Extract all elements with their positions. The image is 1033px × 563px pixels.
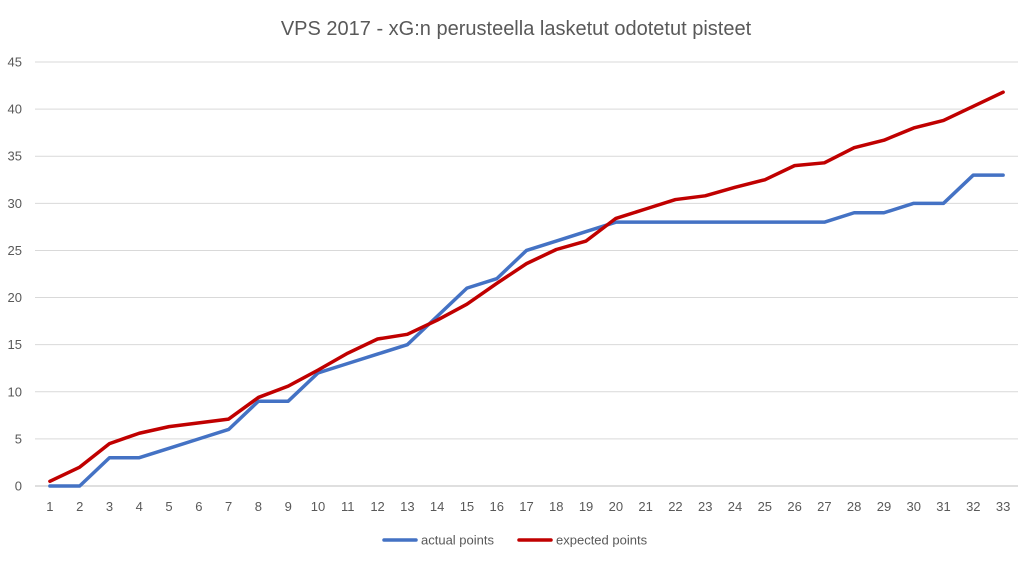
x-tick-label: 14 [430,499,444,514]
x-tick-label: 22 [668,499,682,514]
x-tick-label: 30 [907,499,921,514]
y-tick-label: 45 [8,55,22,70]
x-tick-label: 8 [255,499,262,514]
y-tick-label: 40 [8,102,22,117]
x-tick-label: 24 [728,499,742,514]
x-tick-label: 3 [106,499,113,514]
x-tick-label: 31 [936,499,950,514]
series-line-expected-points [48,90,1005,484]
x-tick-label: 28 [847,499,861,514]
y-tick-label: 25 [8,243,22,258]
x-tick-label: 13 [400,499,414,514]
series-lines [48,90,1005,488]
x-axis-ticks: 1 2 3 4 5 6 7 8 9 10 11 12 13 14 15 16 17 18 19 20 21 22 23 24 2… [46,499,1010,514]
x-tick-label: 6 [195,499,202,514]
chart-title: VPS 2017 - xG:n perusteella lasketut odo… [281,18,752,40]
x-tick-label: 9 [285,499,292,514]
x-tick-label: 27 [817,499,831,514]
x-tick-label: 16 [489,499,503,514]
legend-label: actual points [421,533,494,548]
gridlines [35,61,1018,487]
x-tick-label: 10 [311,499,325,514]
x-tick-label: 29 [877,499,891,514]
x-tick-label: 12 [370,499,384,514]
y-axis-ticks: 0 5 10 15 20 25 30 35 40 45 [8,55,22,494]
x-tick-label: 18 [549,499,563,514]
x-tick-label: 26 [787,499,801,514]
x-tick-label: 2 [76,499,83,514]
x-tick-label: 20 [609,499,623,514]
y-tick-label: 15 [8,337,22,352]
x-tick-label: 15 [460,499,474,514]
x-tick-label: 32 [966,499,980,514]
x-tick-label: 25 [758,499,772,514]
y-tick-label: 10 [8,384,22,399]
legend: actual points expected points [382,533,648,548]
y-tick-label: 0 [15,479,22,494]
x-tick-label: 23 [698,499,712,514]
x-tick-label: 11 [341,499,355,514]
legend-label: expected points [556,533,648,548]
y-tick-label: 30 [8,196,22,211]
y-tick-label: 5 [15,431,22,446]
x-tick-label: 4 [136,499,143,514]
x-tick-label: 5 [165,499,172,514]
x-tick-label: 1 [46,499,53,514]
series-line-actual-points [48,173,1005,488]
x-tick-label: 19 [579,499,593,514]
x-tick-label: 17 [519,499,533,514]
y-tick-label: 35 [8,149,22,164]
y-tick-label: 20 [8,290,22,305]
x-tick-label: 7 [225,499,232,514]
x-tick-label: 33 [996,499,1010,514]
x-tick-label: 21 [638,499,652,514]
